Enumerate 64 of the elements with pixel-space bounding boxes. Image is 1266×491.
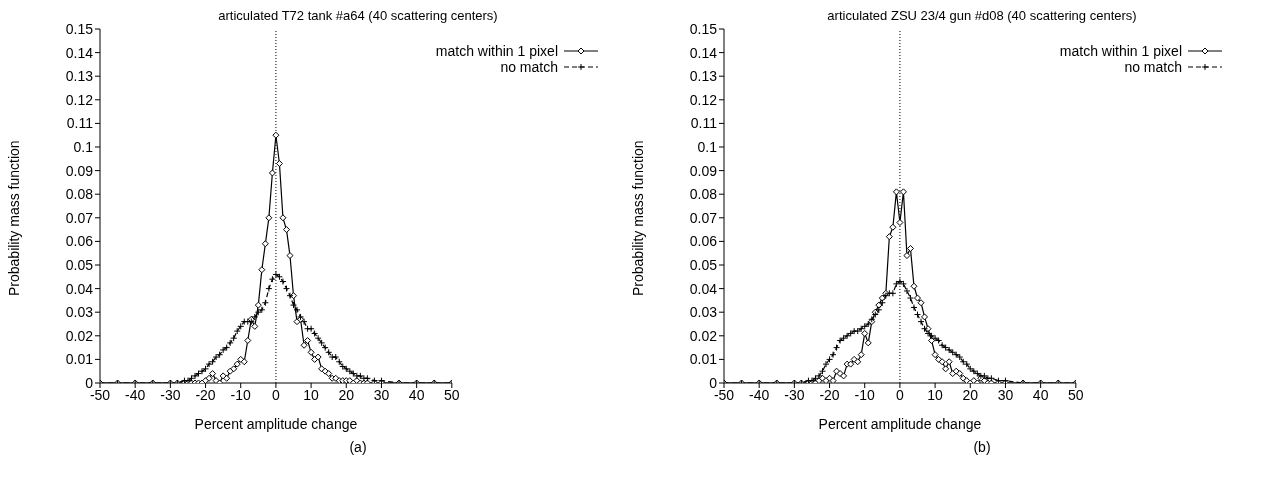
y-tick-label: 0.13 — [689, 68, 718, 85]
y-tick-label: 0.07 — [689, 209, 718, 226]
y-tick-label: 0.11 — [66, 115, 94, 132]
y-tick-label: 0.01 — [65, 351, 94, 368]
x-tick-label: -40 — [125, 386, 146, 403]
text: (a) — [348, 439, 368, 455]
x-tick-label: 40 — [1032, 386, 1049, 403]
x-tick-label: -40 — [749, 386, 770, 403]
y-tick-label: 0.07 — [65, 209, 94, 226]
y-tick-label: 0 — [85, 374, 94, 391]
y-tick-label: 0.05 — [65, 256, 94, 273]
x-axis-title: Percent amplitude change — [818, 416, 982, 432]
legend-label: no match — [500, 59, 558, 75]
y-tick-label: 0.1 — [697, 138, 718, 155]
y-axis-title: Probability mass function — [629, 140, 646, 296]
x-tick-label: -10 — [854, 386, 876, 403]
y-tick-label: 0.09 — [689, 162, 718, 179]
y-tick-label: 0.12 — [689, 91, 718, 108]
y-tick-label: 0.09 — [65, 162, 94, 179]
x-tick-label: 10 — [303, 386, 320, 403]
x-axis-title: Percent amplitude change — [194, 416, 358, 432]
legend-label: match within 1 pixel — [435, 43, 558, 59]
x-tick-label: 0 — [272, 386, 281, 403]
y-tick-label: 0.01 — [689, 351, 718, 368]
chart-title: articulated T72 tank #a64 (40 scattering centers) — [218, 8, 498, 23]
y-tick-label: 0.13 — [65, 68, 94, 85]
y-tick-label: 0.04 — [65, 280, 94, 297]
y-tick-label: 0.1 — [73, 138, 94, 155]
x-tick-label: -10 — [230, 386, 252, 403]
y-tick-label: 0.06 — [65, 233, 94, 250]
x-tick-label: -20 — [819, 386, 840, 403]
x-tick-label: 20 — [962, 386, 979, 403]
y-tick-label: 0.06 — [689, 233, 718, 250]
y-tick-label: 0.02 — [689, 327, 718, 344]
legend-label: match within 1 pixel — [1059, 43, 1182, 59]
x-tick-label: 30 — [997, 386, 1014, 403]
y-tick-label: 0.11 — [690, 115, 718, 132]
x-tick-label: -20 — [195, 386, 216, 403]
x-tick-label: 40 — [408, 386, 425, 403]
x-tick-label: 50 — [444, 386, 460, 403]
x-tick-label: 30 — [373, 386, 390, 403]
x-tick-label: -30 — [784, 386, 805, 403]
y-tick-label: 0.08 — [689, 186, 718, 203]
y-tick-label: 0.08 — [65, 186, 94, 203]
x-tick-label: 0 — [896, 386, 905, 403]
y-tick-label: 0.02 — [65, 327, 94, 344]
y-tick-label: 0.14 — [689, 44, 718, 61]
y-tick-label: 0.03 — [65, 304, 94, 321]
y-tick-label: 0.03 — [689, 304, 718, 321]
x-tick-label: 10 — [927, 386, 944, 403]
y-tick-label: 0.15 — [65, 20, 94, 37]
x-tick-label: 20 — [338, 386, 355, 403]
y-tick-label: 0.12 — [65, 91, 94, 108]
chart-title: articulated ZSU 23/4 gun #d08 (40 scattering centers) — [827, 8, 1137, 23]
y-tick-label: 0.05 — [689, 256, 718, 273]
text: (b) — [972, 439, 992, 455]
y-tick-label: 0.04 — [689, 280, 718, 297]
x-tick-label: -30 — [160, 386, 181, 403]
y-tick-label: 0.15 — [689, 20, 718, 37]
y-tick-label: 0 — [709, 374, 718, 391]
y-axis-title: Probability mass function — [5, 140, 22, 296]
x-tick-label: 50 — [1068, 386, 1084, 403]
legend-label: no match — [1124, 59, 1182, 75]
y-tick-label: 0.14 — [65, 44, 94, 61]
